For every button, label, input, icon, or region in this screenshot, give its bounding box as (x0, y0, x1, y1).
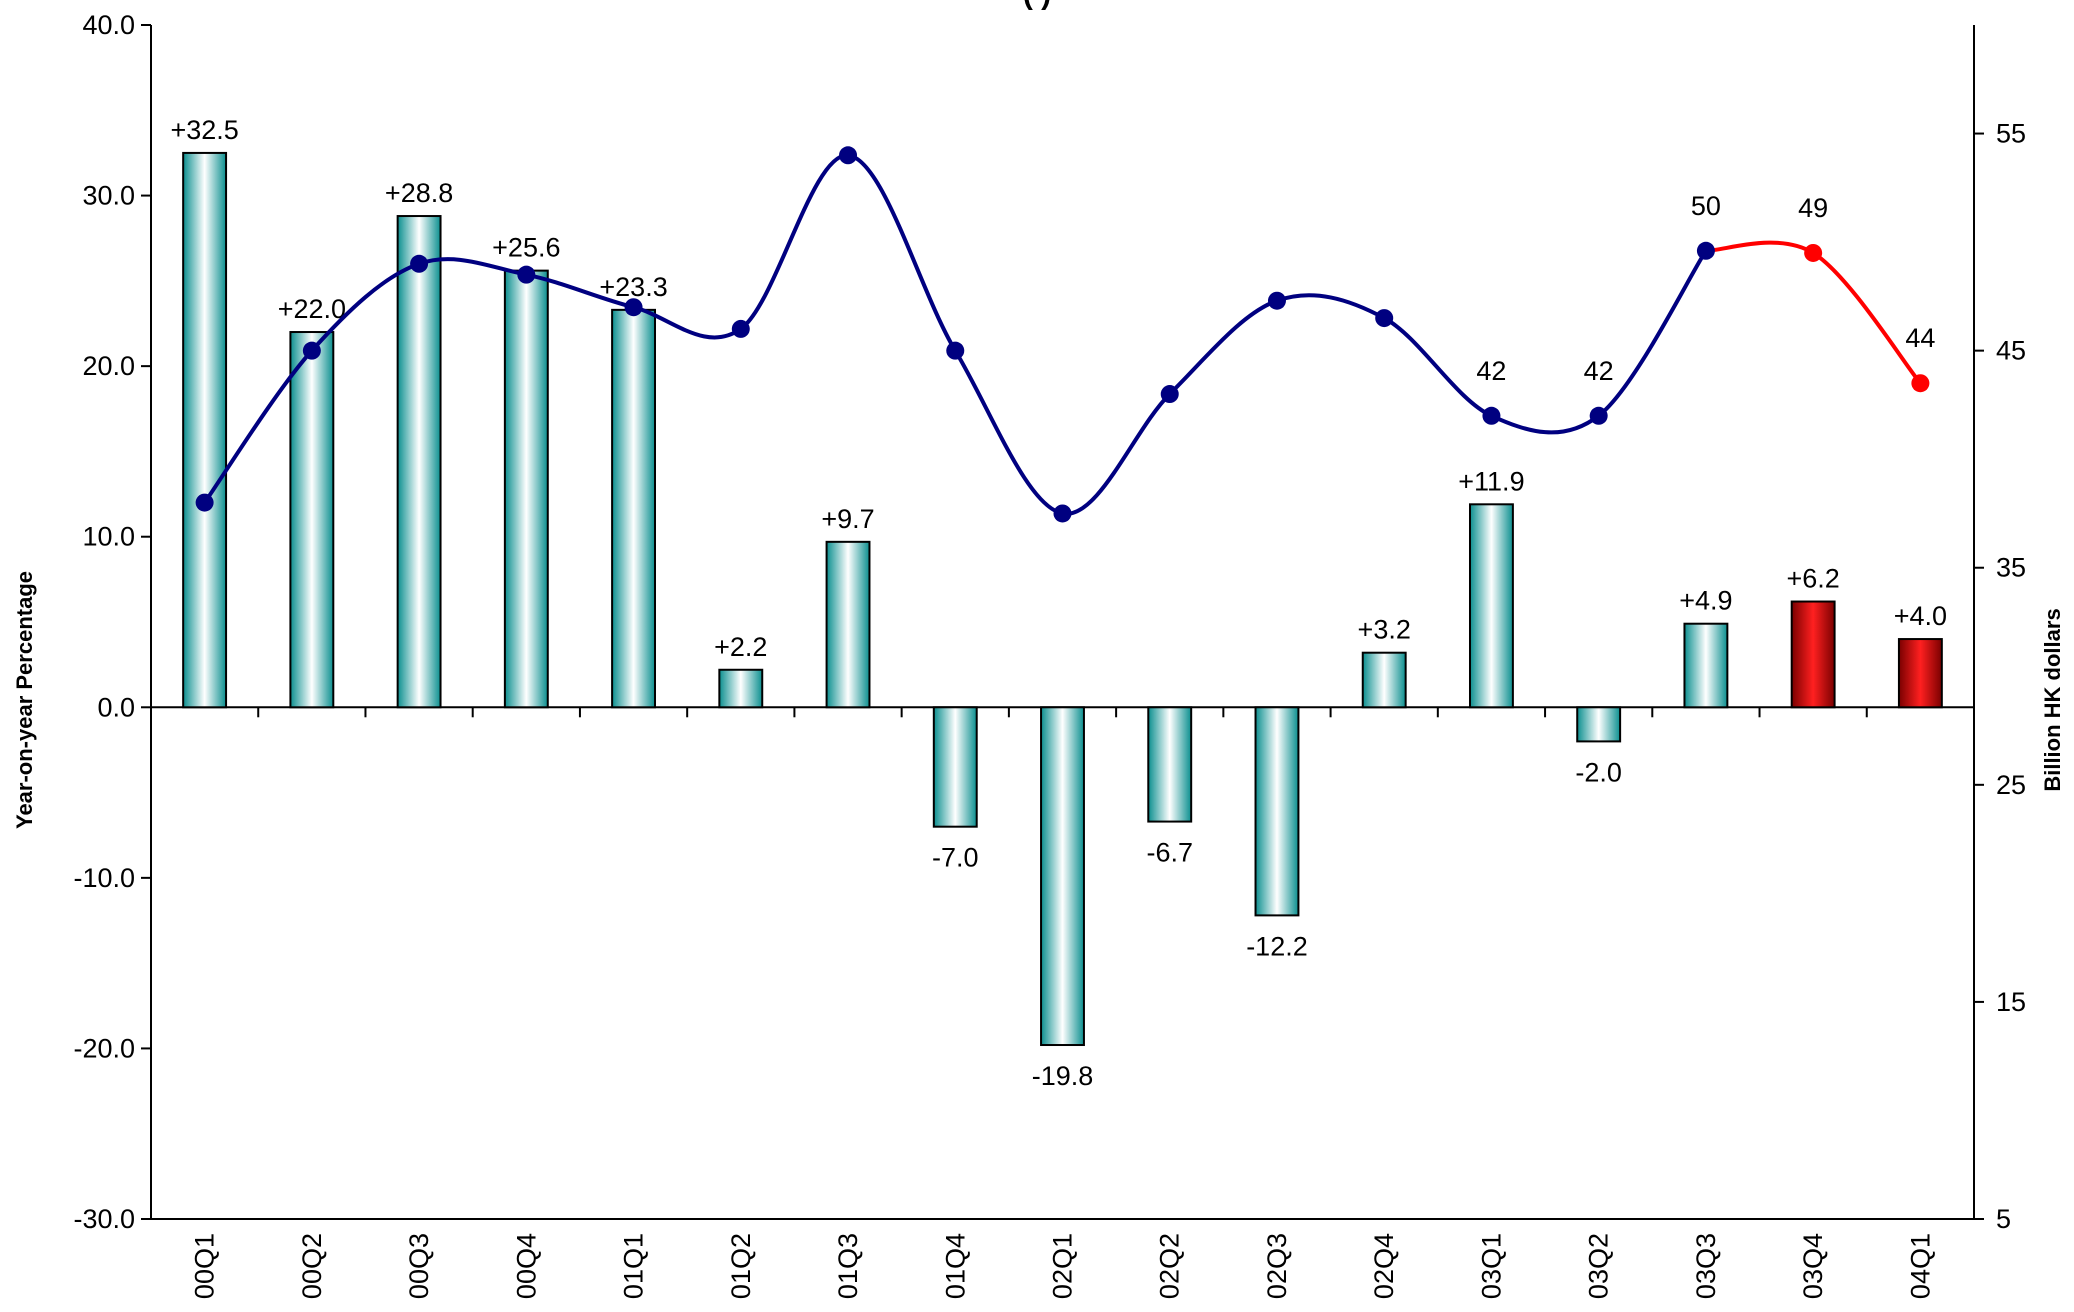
x-tick-label: 00Q2 (297, 1233, 327, 1299)
line-point (1804, 243, 1823, 262)
x-tick-label: 00Q4 (511, 1233, 541, 1299)
bar (1790, 600, 1836, 709)
line-data-label: 44 (1905, 323, 1935, 353)
line-point (410, 254, 429, 273)
line-point (517, 265, 536, 284)
y2-tick-label: 15 (1996, 987, 2026, 1017)
x-tick-label: 03Q4 (1798, 1233, 1828, 1299)
bar-data-label: +3.2 (1358, 615, 1411, 645)
line-data-label: 42 (1476, 356, 1506, 386)
line-point (839, 146, 858, 165)
bar (718, 668, 764, 709)
line-point (1053, 504, 1072, 523)
bar (1361, 651, 1407, 709)
bar-data-label: +22.0 (278, 294, 346, 324)
x-tick-label: 02Q1 (1048, 1233, 1078, 1299)
y-tick-label: 0.0 (97, 692, 135, 722)
x-tick-label: 02Q3 (1262, 1233, 1292, 1299)
bar-data-label: +23.3 (599, 272, 667, 302)
line-data-label: 50 (1691, 191, 1721, 221)
y2-tick-label: 35 (1996, 553, 2026, 583)
x-tick-label: 00Q1 (190, 1233, 220, 1299)
bar (1576, 706, 1622, 743)
line-point (1589, 406, 1608, 425)
line-point (302, 341, 321, 360)
x-tick-label: 04Q1 (1905, 1233, 1935, 1299)
bar (1897, 638, 1943, 709)
line-point (1375, 309, 1394, 328)
x-tick-label: 01Q4 (940, 1233, 970, 1299)
x-tick-label: 03Q2 (1584, 1233, 1614, 1299)
bar (289, 331, 335, 709)
y-tick-label: -20.0 (73, 1033, 135, 1063)
x-tick-label: 02Q4 (1369, 1233, 1399, 1299)
line-point (946, 341, 965, 360)
line-point (1482, 406, 1501, 425)
bar-data-label: +28.8 (385, 178, 453, 208)
bar (1254, 706, 1300, 917)
line-data-label: 49 (1798, 193, 1828, 223)
bar (396, 215, 442, 709)
y-tick-label: 20.0 (82, 351, 135, 381)
x-tick-label: 01Q3 (833, 1233, 863, 1299)
chart-title: ( ) (1023, 0, 1051, 11)
plot-area: 40.0 30.0 20.0 10.0 0.0 -10.0 -20.0 -30.0 55 45 35… (73, 10, 2026, 1299)
line-point (195, 493, 214, 512)
bar-data-label: -12.2 (1246, 931, 1308, 961)
bar-data-label: -2.0 (1575, 757, 1622, 787)
bar-data-label: +2.2 (714, 632, 767, 662)
bar-data-label: +4.0 (1894, 601, 1947, 631)
x-tick-label: 01Q2 (726, 1233, 756, 1299)
y2-tick-label: 5 (1996, 1204, 2011, 1234)
bar (1040, 706, 1085, 1047)
line-series-path-highlight (1705, 240, 1922, 385)
line-point (1267, 291, 1286, 310)
y2-tick-label: 25 (1996, 770, 2026, 800)
x-tick-label: 00Q3 (404, 1233, 434, 1299)
line-point (1696, 241, 1715, 260)
bar-data-label: +25.6 (492, 233, 560, 263)
bar (182, 151, 228, 709)
bar-data-label: -6.7 (1146, 838, 1193, 868)
bar (1468, 503, 1514, 709)
bar-data-label: +9.7 (821, 504, 874, 534)
y2-axis-title: Billion HK dollars (2040, 608, 2065, 791)
line-point (731, 319, 750, 338)
bar-data-label: +11.9 (1458, 466, 1524, 496)
y2-tick-label: 55 (1996, 119, 2026, 149)
line-point (1160, 385, 1179, 404)
bar-data-label: -19.8 (1032, 1061, 1094, 1091)
bar-data-label: +32.5 (170, 115, 238, 145)
y-tick-label: -10.0 (73, 863, 135, 893)
line-data-label: 42 (1584, 356, 1614, 386)
y-axis-title: Year-on-year Percentage (12, 571, 37, 829)
bar (825, 540, 871, 709)
bar-data-label: -7.0 (932, 843, 979, 873)
bar-data-label: +6.2 (1786, 564, 1839, 594)
x-tick-label: 03Q1 (1476, 1233, 1506, 1299)
bar-data-label: +4.9 (1679, 586, 1732, 616)
y-tick-label: -30.0 (73, 1204, 135, 1234)
x-tick-label: 03Q3 (1691, 1233, 1721, 1299)
x-tick-label: 02Q2 (1155, 1233, 1185, 1299)
bar (932, 706, 978, 828)
x-tick-label: 01Q1 (619, 1233, 649, 1299)
bar (611, 308, 657, 709)
bar (1683, 622, 1729, 709)
bar (1147, 706, 1193, 823)
bar (503, 269, 549, 709)
y-tick-label: 30.0 (82, 181, 135, 211)
line-point (624, 298, 643, 317)
y-tick-label: 10.0 (82, 522, 135, 552)
y-tick-label: 40.0 (82, 10, 135, 40)
y2-tick-label: 45 (1996, 336, 2026, 366)
line-point (1911, 374, 1930, 393)
